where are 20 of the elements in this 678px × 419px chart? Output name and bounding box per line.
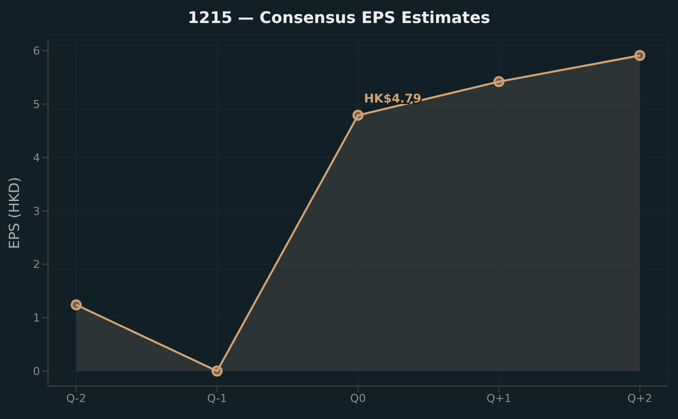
x-tick-label: Q+2 [627, 392, 652, 405]
point [634, 50, 646, 61]
x-tick-label: Q-1 [207, 392, 228, 405]
point [70, 299, 82, 310]
y-tick-label: 5 [33, 98, 40, 111]
x-tick-label: Q+1 [486, 392, 512, 405]
y-tick-label: 1 [33, 312, 40, 325]
y-tick-label: 6 [33, 44, 40, 58]
x-tick-label: Q0 [350, 392, 366, 405]
point [493, 76, 504, 88]
y-tick-label: 3 [33, 204, 40, 218]
annotation: HK$4.79 [364, 92, 422, 106]
x-tick-label: Q-2 [66, 392, 86, 405]
y-tick-label: 0 [33, 364, 40, 378]
y-tick-label: 4 [33, 151, 40, 164]
chart-title: 1215 — Consensus EPS Estimates [186, 8, 492, 27]
y-tick-label: 2 [33, 258, 40, 272]
point [212, 366, 223, 377]
point [352, 110, 364, 121]
y-axis-title: EPS (HKD) [6, 176, 23, 250]
